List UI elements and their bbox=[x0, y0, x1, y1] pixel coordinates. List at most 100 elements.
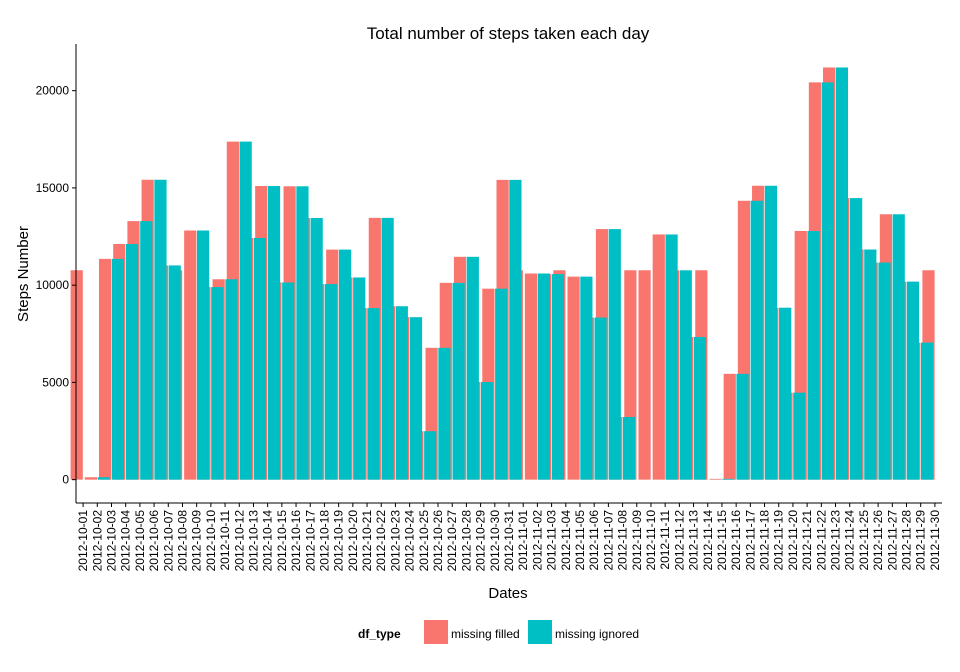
bar-missing-ignored-2012-11-11 bbox=[665, 234, 678, 480]
y-axis-label: Steps Number bbox=[15, 226, 32, 322]
x-tick-label: 2012-10-05 bbox=[133, 510, 147, 572]
x-tick-label: 2012-10-13 bbox=[246, 510, 260, 572]
x-tick-label: 2012-11-23 bbox=[829, 510, 843, 571]
bar-missing-ignored-2012-10-22 bbox=[381, 217, 394, 480]
x-tick-label: 2012-10-07 bbox=[161, 510, 175, 572]
x-tick-label: 2012-11-21 bbox=[800, 510, 814, 571]
bar-missing-ignored-2012-11-20 bbox=[793, 392, 806, 480]
bar-missing-ignored-2012-11-22 bbox=[821, 82, 834, 480]
bar-missing-ignored-2012-10-29 bbox=[480, 382, 494, 480]
bar-missing-ignored-2012-11-21 bbox=[807, 230, 820, 480]
x-tick-label: 2012-10-23 bbox=[388, 510, 402, 572]
bar-missing-ignored-2012-10-09 bbox=[196, 230, 210, 480]
x-tick-label: 2012-11-28 bbox=[900, 510, 914, 571]
bar-missing-ignored-2012-10-04 bbox=[125, 244, 139, 480]
x-tick-label: 2012-11-30 bbox=[928, 510, 942, 571]
bar-missing-ignored-2012-11-28 bbox=[906, 281, 920, 480]
x-tick-label: 2012-11-25 bbox=[857, 510, 871, 571]
x-tick-label: 2012-11-13 bbox=[687, 510, 701, 571]
bar-missing-filled-2012-10-02 bbox=[84, 477, 97, 480]
bar-missing-ignored-2012-10-13 bbox=[253, 237, 266, 480]
x-tick-label: 2012-10-27 bbox=[445, 510, 459, 572]
x-tick-label: 2012-10-03 bbox=[104, 510, 118, 572]
x-tick-label: 2012-10-14 bbox=[261, 510, 275, 572]
bar-missing-ignored-2012-11-15 bbox=[722, 478, 735, 480]
bar-missing-ignored-2012-10-15 bbox=[282, 282, 295, 480]
bar-missing-ignored-2012-10-24 bbox=[409, 317, 423, 480]
chart-title: Total number of steps taken each day bbox=[367, 24, 650, 43]
x-tick-label: 2012-10-26 bbox=[431, 510, 445, 572]
bar-missing-ignored-2012-10-31 bbox=[509, 179, 522, 480]
x-tick-label: 2012-10-20 bbox=[346, 510, 360, 572]
x-tick-label: 2012-11-02 bbox=[530, 510, 544, 571]
x-tick-label: 2012-11-14 bbox=[701, 510, 715, 571]
x-tick-label: 2012-10-11 bbox=[218, 510, 232, 571]
bar-missing-ignored-2012-10-07 bbox=[168, 265, 181, 480]
bars-layer bbox=[70, 67, 935, 480]
bar-missing-ignored-2012-11-19 bbox=[779, 307, 792, 480]
bar-missing-ignored-2012-11-08 bbox=[622, 417, 636, 480]
legend-swatch-missing-ignored bbox=[528, 620, 552, 644]
x-tick-label: 2012-11-11 bbox=[658, 510, 672, 570]
x-tick-label: 2012-11-06 bbox=[587, 510, 601, 571]
bar-missing-ignored-2012-11-23 bbox=[835, 67, 849, 480]
x-tick-label: 2012-10-18 bbox=[317, 510, 331, 572]
x-tick-label: 2012-11-16 bbox=[729, 510, 743, 571]
bar-missing-ignored-2012-11-18 bbox=[764, 185, 778, 480]
bar-missing-ignored-2012-11-27 bbox=[892, 214, 905, 480]
bar-missing-ignored-2012-10-14 bbox=[267, 186, 281, 480]
bar-missing-filled-2012-10-01 bbox=[70, 270, 83, 480]
x-tick-label: 2012-11-12 bbox=[672, 510, 686, 571]
y-tick-label: 20000 bbox=[36, 84, 70, 98]
x-tick-label: 2012-11-18 bbox=[758, 510, 772, 571]
legend-label-missing-filled: missing filled bbox=[451, 627, 520, 641]
x-tick-label: 2012-11-10 bbox=[644, 510, 658, 571]
bar-missing-filled-2012-11-10 bbox=[638, 270, 651, 480]
x-tick-label: 2012-11-29 bbox=[914, 510, 928, 571]
x-tick-label: 2012-10-22 bbox=[374, 510, 388, 572]
x-tick-label: 2012-11-20 bbox=[786, 510, 800, 571]
bar-missing-ignored-2012-10-30 bbox=[495, 288, 508, 480]
bar-missing-ignored-2012-10-03 bbox=[111, 258, 124, 480]
bar-missing-filled-2012-11-11 bbox=[652, 234, 665, 480]
y-tick-label: 5000 bbox=[42, 375, 69, 389]
bar-missing-ignored-2012-11-26 bbox=[878, 262, 891, 480]
bar-missing-ignored-2012-11-24 bbox=[850, 198, 863, 480]
x-tick-label: 2012-10-24 bbox=[403, 510, 417, 572]
y-tick-label: 15000 bbox=[36, 181, 70, 195]
y-tick-label: 0 bbox=[62, 473, 69, 487]
x-tick-label: 2012-11-27 bbox=[885, 510, 899, 571]
x-tick-label: 2012-11-09 bbox=[630, 510, 644, 571]
x-axis-ticks: 2012-10-01 2012-10-02 2012-10-03 2012-10-04… bbox=[76, 503, 942, 571]
legend-items: missing filled missing ignored bbox=[424, 620, 639, 644]
bar-missing-filled-2012-11-05 bbox=[567, 276, 580, 480]
bar-missing-ignored-2012-11-12 bbox=[679, 270, 692, 480]
x-tick-label: 2012-10-28 bbox=[459, 510, 473, 572]
x-tick-label: 2012-10-19 bbox=[332, 510, 346, 572]
bar-missing-filled-2012-10-09 bbox=[184, 230, 197, 480]
x-tick-label: 2012-10-01 bbox=[76, 510, 90, 572]
x-tick-label: 2012-11-07 bbox=[601, 510, 615, 571]
legend-label-missing-ignored: missing ignored bbox=[555, 627, 639, 641]
bar-missing-ignored-2012-10-12 bbox=[239, 141, 252, 480]
x-tick-label: 2012-10-04 bbox=[119, 510, 133, 572]
bar-missing-ignored-2012-11-25 bbox=[864, 249, 877, 480]
x-tick-label: 2012-10-21 bbox=[360, 510, 374, 572]
y-axis-ticks: 0 5000 10000 15000 20000 bbox=[36, 84, 76, 487]
x-tick-label: 2012-10-06 bbox=[147, 510, 161, 572]
bar-missing-ignored-2012-10-28 bbox=[466, 256, 479, 480]
bar-missing-ignored-2012-10-25 bbox=[424, 431, 437, 480]
x-tick-label: 2012-11-24 bbox=[843, 510, 857, 571]
bar-missing-ignored-2012-11-16 bbox=[736, 373, 749, 480]
bar-missing-ignored-2012-10-18 bbox=[324, 284, 337, 480]
bar-missing-ignored-2012-10-05 bbox=[140, 221, 153, 480]
legend: df_type missing filled missing ignored bbox=[358, 620, 639, 644]
x-tick-label: 2012-10-29 bbox=[474, 510, 488, 572]
bar-missing-ignored-2012-11-13 bbox=[693, 336, 707, 480]
bar-missing-ignored-2012-10-21 bbox=[367, 308, 380, 480]
legend-title: df_type bbox=[358, 627, 401, 641]
bar-missing-ignored-2012-10-10 bbox=[211, 287, 224, 480]
bar-missing-ignored-2012-11-03 bbox=[551, 274, 565, 480]
